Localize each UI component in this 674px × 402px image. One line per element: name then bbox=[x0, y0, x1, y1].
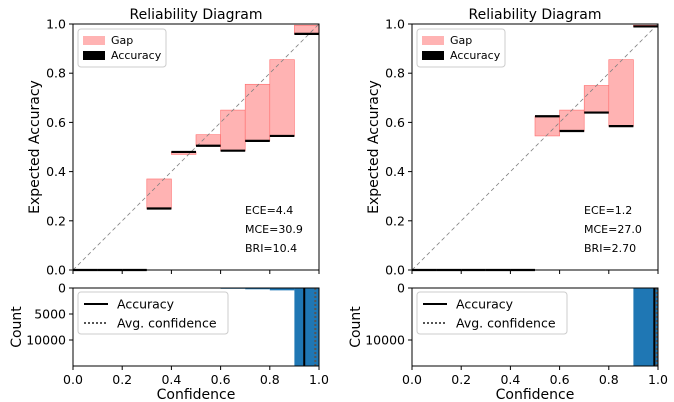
rel1-y-tick-label: 0.4 bbox=[46, 164, 66, 179]
rel1-y-tick-label: 0.0 bbox=[46, 263, 66, 278]
rel1-gap-bar bbox=[245, 84, 270, 141]
rel2-y-tick-label: 1.0 bbox=[385, 17, 405, 32]
hist1-legend-avg-confidence-label: Avg. confidence bbox=[117, 316, 217, 331]
rel2-gap-bar bbox=[584, 86, 609, 113]
hist2-y-axis-label: Count bbox=[348, 306, 364, 348]
hist1-legend-accuracy-label: Accuracy bbox=[117, 297, 175, 312]
rel1-y-tick-label: 1.0 bbox=[46, 17, 66, 32]
hist1-count-bar bbox=[294, 288, 319, 366]
hist1-x-axis-label: Confidence bbox=[157, 387, 236, 402]
hist1-x-tick-label: 0.0 bbox=[63, 372, 83, 387]
rel1-y-tick-label: 0.6 bbox=[46, 115, 66, 130]
rel1-y-tick-label: 0.2 bbox=[46, 213, 66, 228]
rel1-gap-bar bbox=[221, 110, 246, 151]
rel1-metric-annotation: MCE=30.9 bbox=[245, 223, 303, 236]
hist1-x-tick-label: 0.6 bbox=[211, 372, 231, 387]
rel2-legend-accuracy-label: Accuracy bbox=[450, 49, 501, 62]
hist2-x-tick-label: 0.8 bbox=[599, 372, 619, 387]
hist1-y-tick-label: 10000 bbox=[26, 333, 66, 348]
rel2-metric-annotation: ECE=1.2 bbox=[584, 204, 632, 217]
hist2-x-tick-label: 0.4 bbox=[500, 372, 520, 387]
hist2-x-tick-label: 0.2 bbox=[451, 372, 471, 387]
rel1-legend-accuracy-label: Accuracy bbox=[111, 49, 162, 62]
hist2-y-tick-label: 10000 bbox=[365, 333, 405, 348]
rel1-gap-bar bbox=[294, 25, 319, 34]
rel1-metric-annotation: BRI=10.4 bbox=[245, 242, 297, 255]
hist1-y-tick-label: 5000 bbox=[34, 307, 66, 322]
rel2-metric-annotation: BRI=2.70 bbox=[584, 242, 636, 255]
hist2-legend-accuracy-label: Accuracy bbox=[456, 297, 514, 312]
rel1-gap-bar bbox=[196, 135, 221, 146]
rel1-legend-gap-label: Gap bbox=[111, 34, 133, 47]
hist2-x-tick-label: 0.6 bbox=[550, 372, 570, 387]
hist1-y-axis-label: Count bbox=[9, 306, 25, 348]
hist1-x-tick-label: 0.4 bbox=[161, 372, 181, 387]
rel1-legend-accuracy-swatch bbox=[83, 51, 105, 60]
rel1-legend-gap-swatch bbox=[83, 36, 105, 45]
rel2-metric-annotation: MCE=27.0 bbox=[584, 223, 642, 236]
rel2-y-tick-label: 0.6 bbox=[385, 115, 405, 130]
hist1-x-tick-label: 0.8 bbox=[260, 372, 280, 387]
rel2-y-tick-label: 0.4 bbox=[385, 164, 405, 179]
rel1-title: Reliability Diagram bbox=[130, 7, 263, 23]
hist2-x-tick-label: 0.0 bbox=[402, 372, 422, 387]
rel2-legend-accuracy-swatch bbox=[422, 51, 444, 60]
rel2-y-tick-label: 0.8 bbox=[385, 66, 405, 81]
rel2-y-tick-label: 0.2 bbox=[385, 213, 405, 228]
hist2-legend-avg-confidence-label: Avg. confidence bbox=[456, 316, 556, 331]
hist2-y-tick-label: 0 bbox=[397, 281, 405, 296]
hist1-x-tick-label: 1.0 bbox=[309, 372, 329, 387]
rel1-y-axis-label: Expected Accuracy bbox=[27, 80, 43, 214]
rel2-y-tick-label: 0.0 bbox=[385, 263, 405, 278]
rel2-gap-bar bbox=[560, 110, 585, 131]
hist1-y-tick-label: 0 bbox=[58, 281, 66, 296]
rel1-metric-annotation: ECE=4.4 bbox=[245, 204, 293, 217]
hist2-x-axis-label: Confidence bbox=[496, 387, 575, 402]
rel2-title: Reliability Diagram bbox=[469, 7, 602, 23]
hist1-x-tick-label: 0.2 bbox=[112, 372, 132, 387]
rel2-legend-gap-label: Gap bbox=[450, 34, 472, 47]
rel2-y-axis-label: Expected Accuracy bbox=[366, 80, 382, 214]
rel1-gap-bar bbox=[270, 60, 295, 136]
rel1-y-tick-label: 0.8 bbox=[46, 66, 66, 81]
hist2-x-tick-label: 1.0 bbox=[648, 372, 668, 387]
rel2-legend-gap-swatch bbox=[422, 36, 444, 45]
